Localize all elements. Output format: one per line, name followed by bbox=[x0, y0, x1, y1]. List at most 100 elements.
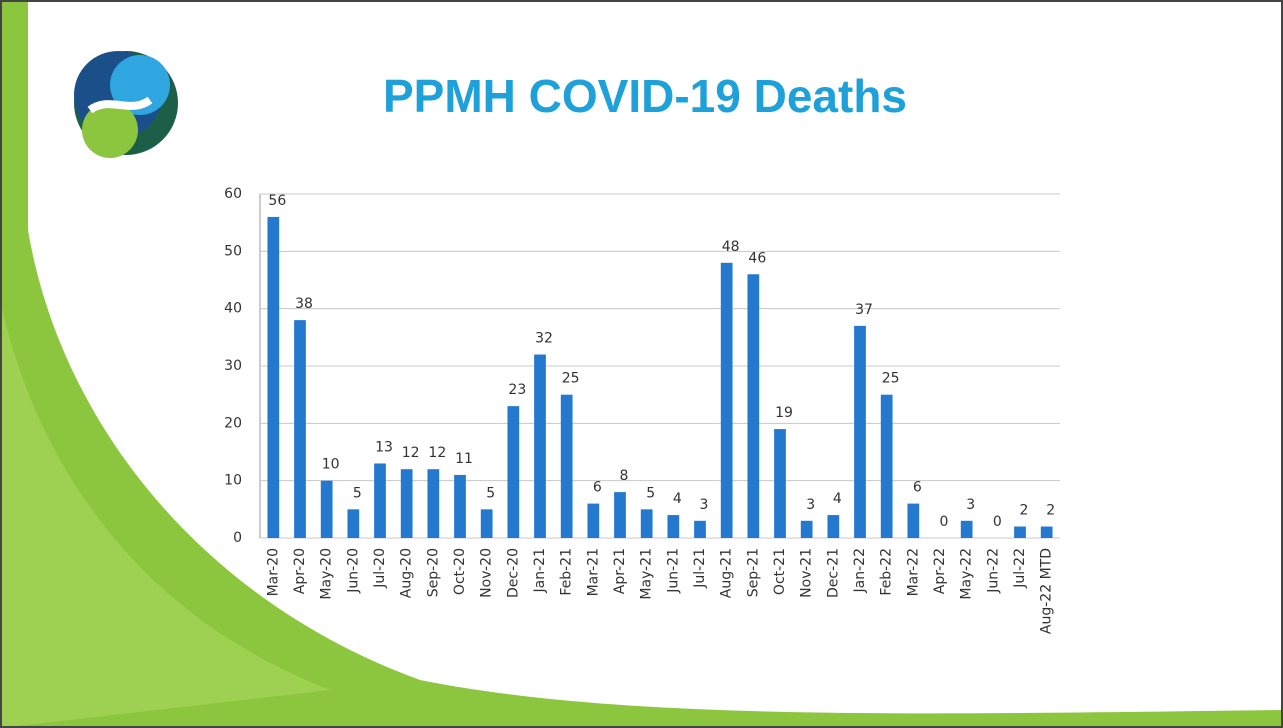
data-label: 4 bbox=[673, 491, 682, 507]
bar bbox=[480, 509, 493, 538]
bar bbox=[400, 469, 413, 538]
y-tick-label: 0 bbox=[233, 530, 242, 546]
x-tick-label: Mar-20 bbox=[265, 548, 281, 596]
x-tick-label: Apr-21 bbox=[612, 548, 628, 594]
x-tick-label: Nov-21 bbox=[799, 548, 815, 598]
x-tick-label: Mar-22 bbox=[905, 548, 921, 596]
data-label: 12 bbox=[402, 445, 420, 461]
bar bbox=[854, 325, 866, 538]
bar bbox=[1014, 526, 1026, 538]
x-tick-label: Feb-22 bbox=[879, 548, 895, 596]
bar bbox=[907, 503, 920, 538]
y-tick-label: 30 bbox=[224, 358, 242, 374]
x-tick-label: Feb-21 bbox=[559, 548, 575, 596]
data-label: 13 bbox=[375, 439, 393, 455]
data-label: 56 bbox=[268, 193, 286, 209]
x-tick-label: Jul-22 bbox=[1012, 548, 1028, 589]
data-label: 10 bbox=[322, 457, 340, 473]
y-tick-label: 60 bbox=[224, 186, 242, 202]
bar bbox=[507, 406, 520, 538]
x-tick-label: Sep-21 bbox=[745, 548, 761, 597]
x-tick-label: Nov-20 bbox=[479, 548, 495, 598]
bar bbox=[667, 515, 680, 538]
bar bbox=[720, 262, 733, 538]
data-label: 48 bbox=[722, 239, 740, 255]
data-label: 25 bbox=[562, 371, 580, 387]
data-label: 3 bbox=[966, 497, 975, 513]
data-label: 11 bbox=[455, 451, 473, 467]
x-tick-label: Aug-20 bbox=[399, 548, 415, 598]
data-label: 4 bbox=[833, 491, 842, 507]
bar bbox=[747, 274, 760, 538]
bar bbox=[267, 216, 280, 538]
x-tick-label: Jan-22 bbox=[852, 548, 868, 593]
bar bbox=[560, 394, 573, 538]
x-tick-label: Apr-22 bbox=[932, 548, 948, 594]
data-label: 46 bbox=[748, 250, 766, 266]
bar bbox=[774, 429, 786, 538]
data-label: 12 bbox=[428, 445, 446, 461]
data-label: 5 bbox=[353, 485, 362, 501]
bar bbox=[347, 509, 360, 538]
bar bbox=[587, 503, 600, 538]
data-label: 0 bbox=[940, 514, 949, 530]
data-label: 6 bbox=[913, 480, 922, 496]
x-tick-label: May-22 bbox=[959, 548, 975, 600]
bar bbox=[827, 515, 840, 538]
x-tick-label: Apr-20 bbox=[292, 548, 308, 594]
x-tick-label: Aug-22 MTD bbox=[1039, 548, 1055, 634]
x-tick-label: May-21 bbox=[639, 548, 655, 600]
data-label: 37 bbox=[855, 302, 873, 318]
bar bbox=[320, 480, 333, 538]
data-label: 0 bbox=[993, 514, 1002, 530]
data-label: 25 bbox=[882, 371, 900, 387]
x-tick-label: Oct-20 bbox=[452, 548, 468, 595]
x-tick-label: Aug-21 bbox=[719, 548, 735, 598]
data-label: 2 bbox=[1020, 503, 1029, 519]
bar bbox=[880, 394, 893, 538]
green-swoosh-light bbox=[0, 300, 330, 728]
y-tick-label: 20 bbox=[224, 415, 242, 431]
data-label: 6 bbox=[593, 480, 602, 496]
bar bbox=[294, 320, 306, 538]
x-tick-label: Jan-21 bbox=[532, 548, 548, 593]
x-tick-label: Jul-21 bbox=[692, 548, 708, 589]
bar bbox=[454, 474, 466, 538]
bar bbox=[640, 509, 653, 538]
x-tick-label: Dec-20 bbox=[505, 548, 521, 598]
y-tick-label: 40 bbox=[224, 301, 242, 317]
bar bbox=[800, 520, 813, 538]
bar bbox=[614, 492, 626, 538]
bar bbox=[694, 520, 706, 538]
x-tick-label: Jul-20 bbox=[372, 548, 388, 589]
x-tick-label: Jun-22 bbox=[985, 548, 1001, 594]
x-tick-label: May-20 bbox=[319, 548, 335, 600]
data-label: 3 bbox=[806, 497, 815, 513]
y-tick-label: 50 bbox=[224, 243, 242, 259]
x-tick-label: Dec-21 bbox=[825, 548, 841, 598]
data-label: 38 bbox=[295, 296, 313, 312]
data-label: 23 bbox=[508, 382, 526, 398]
data-label: 2 bbox=[1046, 503, 1055, 519]
bar bbox=[534, 354, 546, 538]
bar bbox=[427, 469, 440, 538]
x-tick-label: Oct-21 bbox=[772, 548, 788, 595]
data-label: 8 bbox=[620, 468, 629, 484]
x-tick-label: Mar-21 bbox=[585, 548, 601, 596]
data-label: 32 bbox=[535, 331, 553, 347]
bar bbox=[1040, 526, 1053, 538]
x-tick-label: Jun-21 bbox=[665, 548, 681, 594]
bar bbox=[374, 463, 386, 538]
bar bbox=[960, 520, 973, 538]
data-label: 3 bbox=[700, 497, 709, 513]
data-label: 5 bbox=[486, 485, 495, 501]
y-tick-label: 10 bbox=[224, 473, 242, 489]
x-tick-label: Sep-20 bbox=[425, 548, 441, 597]
x-tick-label: Jun-20 bbox=[345, 548, 361, 594]
data-label: 5 bbox=[646, 485, 655, 501]
chart-title: PPMH COVID-19 Deaths bbox=[383, 70, 907, 122]
data-label: 19 bbox=[775, 405, 793, 421]
logo bbox=[74, 51, 178, 158]
